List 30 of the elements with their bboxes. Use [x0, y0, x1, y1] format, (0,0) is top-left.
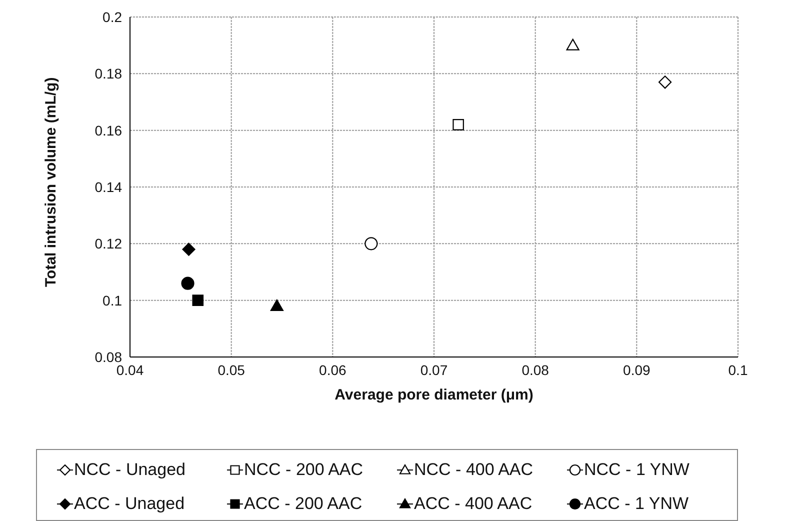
legend-label: ACC - 200 AAC — [244, 494, 362, 514]
x-tick-label: 0.06 — [319, 362, 347, 378]
y-tick-label: 0.16 — [94, 122, 122, 138]
x-tick-label: 0.07 — [420, 362, 448, 378]
y-tick-label: 0.1 — [102, 292, 122, 308]
x-tick-label: 0.08 — [522, 362, 550, 378]
point — [181, 276, 194, 290]
legend-label: ACC - Unaged — [74, 494, 185, 514]
legend-label: NCC - 200 AAC — [244, 460, 364, 480]
y-tick-label: 0.2 — [102, 8, 122, 25]
point — [566, 38, 580, 50]
y-axis-title: Total intrusion volume (mL/g) — [42, 77, 60, 287]
legend-label: ACC - 400 AAC — [414, 494, 532, 514]
x-tick-label: 0.1 — [728, 362, 748, 378]
y-tick-label: 0.12 — [94, 236, 122, 252]
point — [658, 76, 672, 89]
x-tick-label: 0.09 — [623, 362, 651, 378]
point — [364, 237, 378, 250]
y-tick-label: 0.18 — [94, 66, 122, 82]
x-tick-label: 0.05 — [218, 362, 246, 378]
legend-label: ACC - 1 YNW — [584, 494, 689, 514]
y-tick-label: 0.14 — [94, 178, 122, 195]
legend-label: NCC - 1 YNW — [584, 460, 690, 480]
point — [192, 294, 204, 306]
point — [270, 299, 284, 312]
legend-label: NCC - Unaged — [74, 460, 186, 480]
point — [452, 119, 464, 130]
x-axis-title: Average pore diameter (μm) — [334, 386, 534, 404]
legend-label: NCC - 400 AAC — [414, 460, 534, 480]
point — [182, 242, 196, 256]
